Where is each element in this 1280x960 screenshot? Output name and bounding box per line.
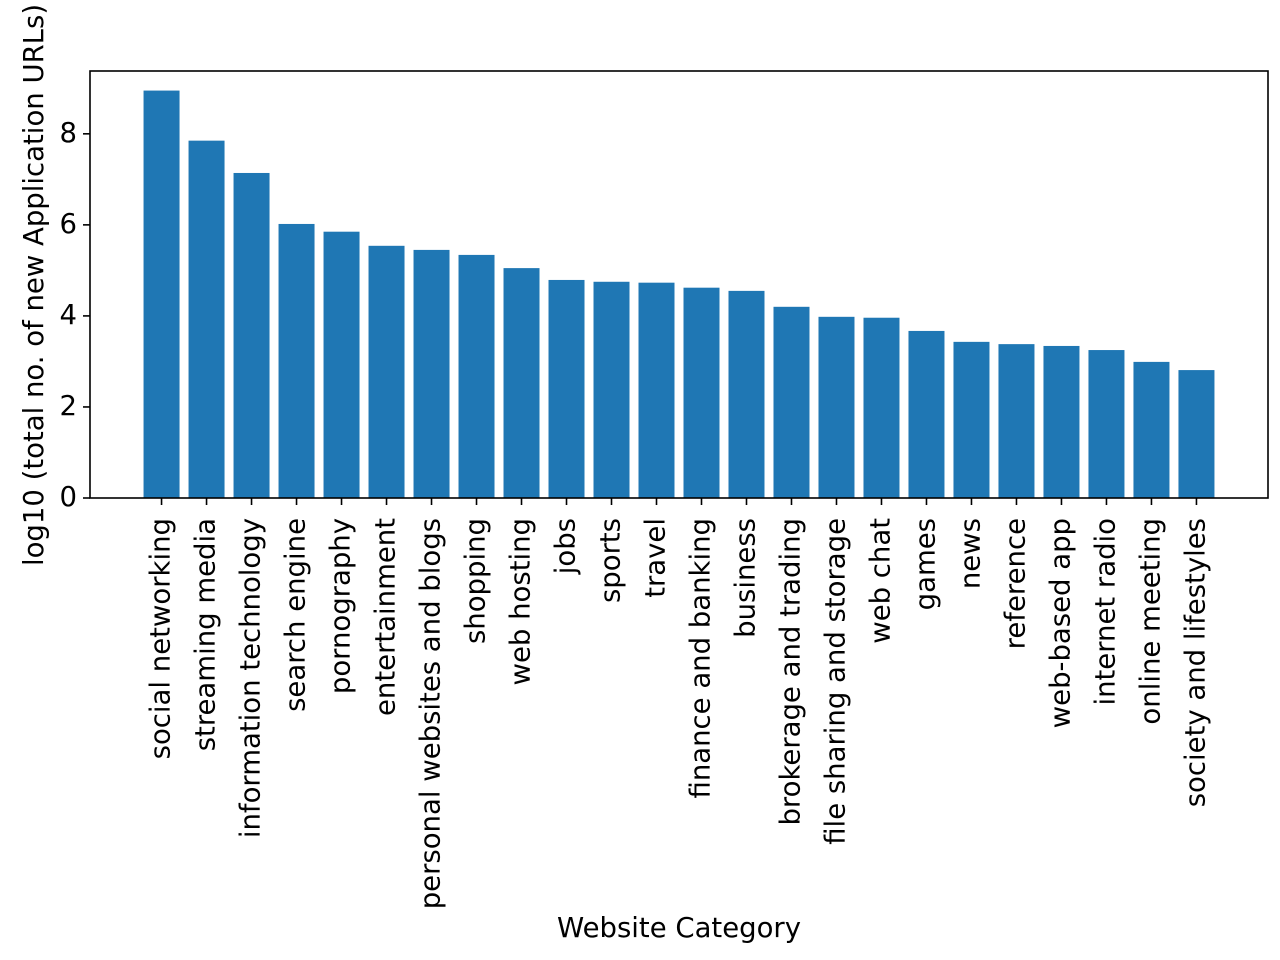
bar: [1043, 345, 1080, 498]
bar: [908, 330, 945, 498]
bar: [503, 268, 540, 498]
x-tick-label: web chat: [864, 518, 896, 644]
bar: [593, 281, 630, 498]
bar: [1178, 370, 1215, 498]
plot-frame: [89, 70, 1269, 499]
x-tick-label: social networking: [145, 518, 177, 759]
y-tick-label: 8: [60, 117, 78, 149]
x-tick-label: web-based app: [1044, 518, 1076, 728]
bar: [368, 245, 405, 498]
bar: [413, 249, 450, 498]
y-axis-label: log10 (total no. of new Application URLs…: [18, 4, 50, 566]
bar: [278, 223, 315, 498]
x-tick-label: news: [954, 518, 986, 589]
x-tick-label: travel: [640, 518, 672, 598]
bar: [863, 317, 900, 498]
x-tick-label: business: [729, 518, 761, 638]
bar: [953, 341, 990, 498]
x-tick-label: brokerage and trading: [774, 518, 806, 826]
bar: [188, 140, 225, 499]
bar: [548, 279, 585, 498]
bar: [998, 344, 1035, 498]
bar: [143, 90, 180, 499]
x-tick-label: information technology: [235, 518, 267, 838]
x-tick-label: games: [909, 518, 941, 610]
x-tick-label: sports: [595, 518, 627, 603]
x-tick-label: streaming media: [190, 518, 222, 751]
x-tick-label: jobs: [550, 518, 582, 575]
bar: [728, 290, 765, 498]
bar: [818, 316, 855, 498]
bar: [233, 172, 270, 498]
bar: [323, 231, 360, 498]
x-tick-label: society and lifestyles: [1179, 518, 1211, 807]
bar: [1133, 361, 1170, 498]
y-tick-label: 6: [60, 208, 78, 240]
x-tick-label: web hosting: [505, 518, 537, 686]
x-tick-label: search engine: [280, 518, 312, 712]
bar: [683, 287, 720, 498]
x-axis-label: Website Category: [557, 912, 801, 944]
x-tick-label: file sharing and storage: [819, 518, 851, 845]
x-tick-label: reference: [999, 518, 1031, 649]
bar: [638, 282, 675, 498]
x-tick-label: online meeting: [1134, 518, 1166, 725]
y-tick-label: 4: [60, 299, 78, 331]
x-tick-label: personal websites and blogs: [415, 518, 447, 909]
y-tick-label: 0: [60, 481, 78, 513]
bar: [773, 306, 810, 498]
bar: [1088, 350, 1125, 498]
bar: [458, 254, 495, 498]
y-tick-label: 2: [60, 390, 78, 422]
x-tick-label: internet radio: [1089, 518, 1121, 706]
x-tick-label: shopping: [460, 518, 492, 644]
x-tick-label: pornography: [325, 518, 357, 694]
x-tick-label: entertainment: [370, 518, 402, 716]
x-tick-label: finance and banking: [684, 518, 716, 798]
